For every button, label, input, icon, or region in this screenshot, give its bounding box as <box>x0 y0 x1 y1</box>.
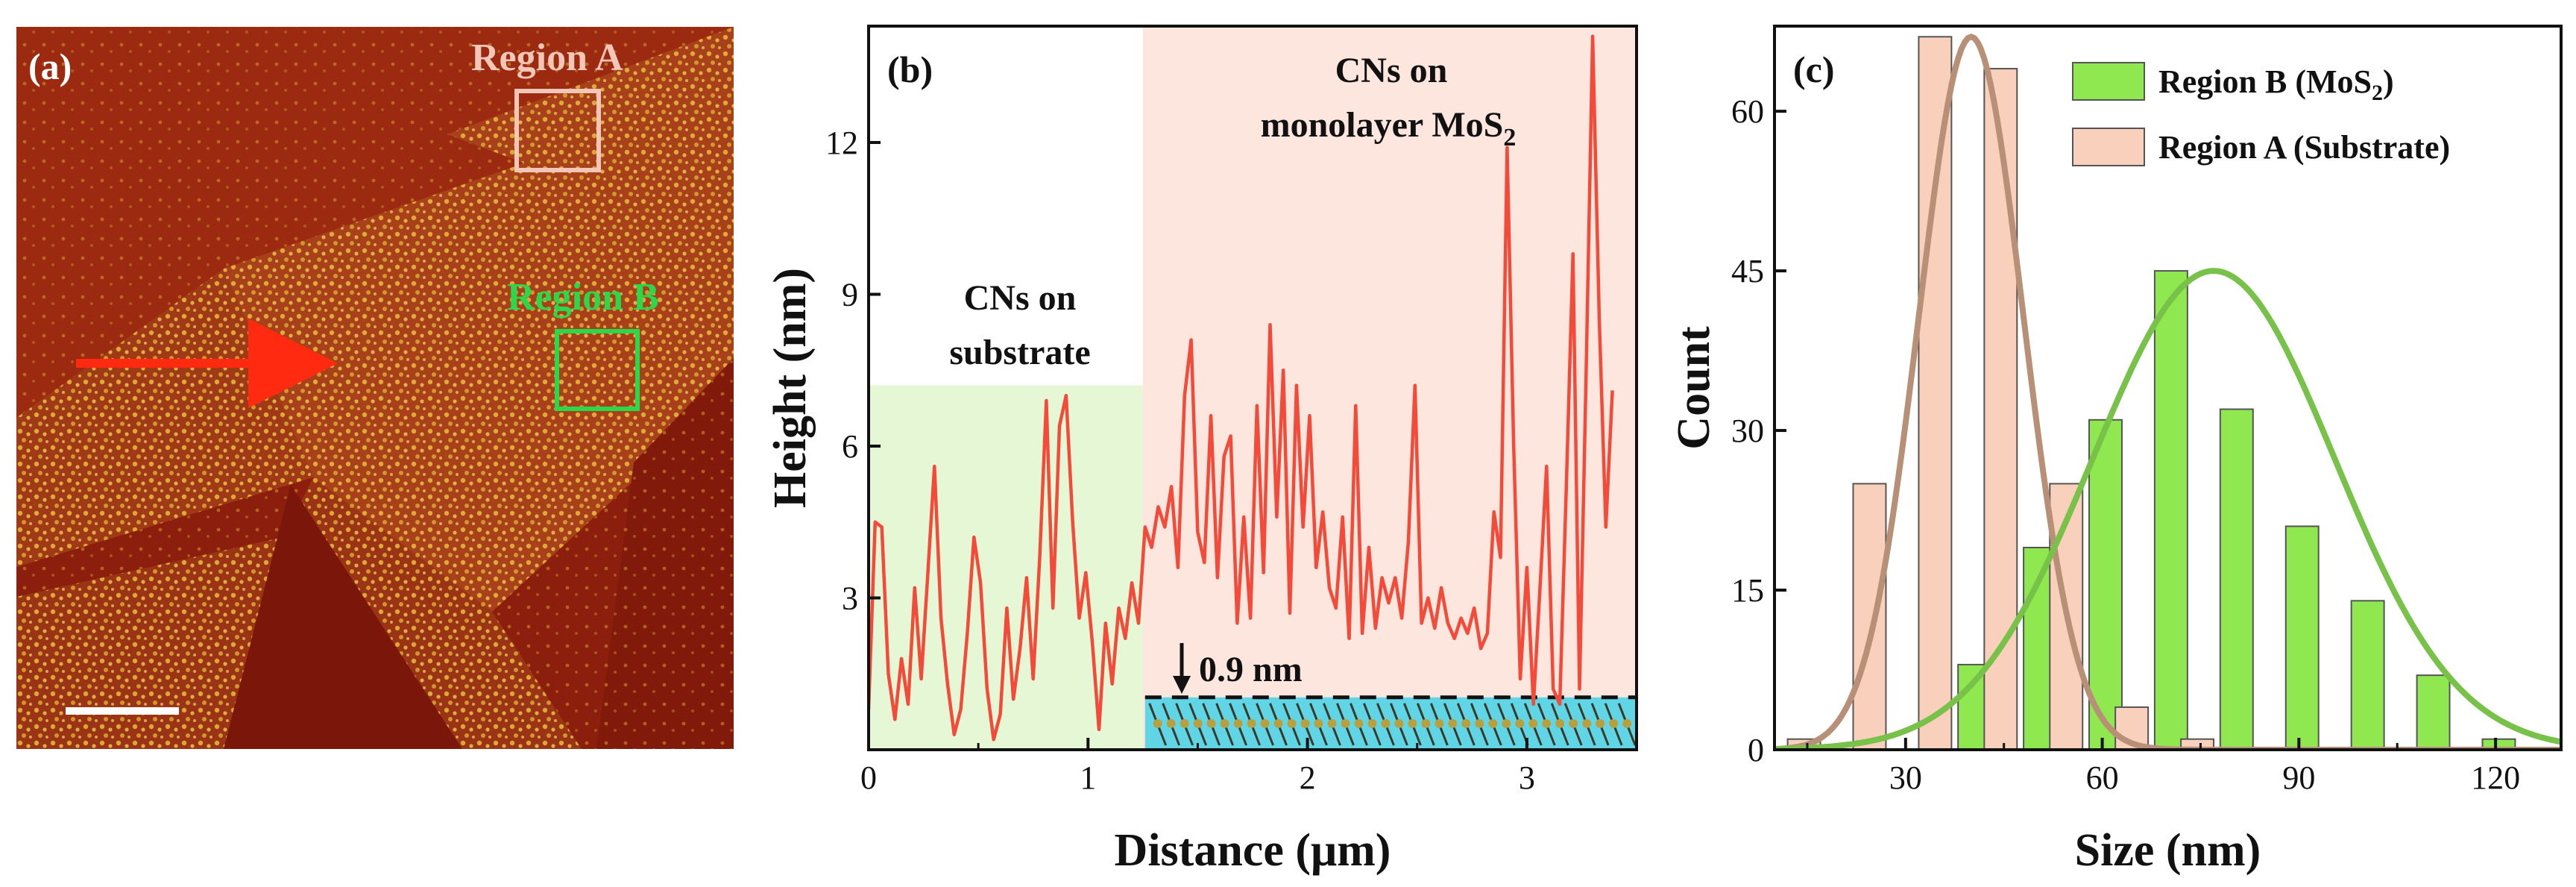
thickness-label: 0.9 nm <box>1199 650 1303 689</box>
height-profile-line <box>869 34 1614 742</box>
annotation-substrate-line1: CNs on <box>964 278 1077 318</box>
lattice-atom <box>1569 718 1578 728</box>
lattice-atom <box>1502 718 1511 728</box>
lattice-atom <box>1206 718 1216 728</box>
annotation-mos2-line2: monolayer MoS2 <box>1261 105 1517 151</box>
legend-label-region-a: Region A (Substrate) <box>2158 129 2450 166</box>
y-tick-label: 45 <box>1731 253 1764 289</box>
legend-swatch-region-b <box>2072 62 2145 101</box>
lattice-atom <box>1394 718 1404 728</box>
lattice-atom <box>1233 718 1243 728</box>
region-b-fit-curve <box>1774 268 2561 750</box>
panel-c-xlabel: Size (nm) <box>2075 825 2261 876</box>
lattice-atom <box>1596 718 1605 728</box>
legend: Region B (MoS2) Region A (Substrate) <box>2072 62 2450 166</box>
lattice-atom <box>1287 718 1297 728</box>
x-tick-label: 3 <box>1519 759 1535 796</box>
lattice-atom <box>1582 718 1592 728</box>
region-a-bar <box>1852 483 1887 750</box>
lattice-atom <box>1421 718 1431 728</box>
x-tick-label: 90 <box>2282 759 2315 796</box>
lattice-atom <box>1153 718 1162 728</box>
lattice-atom <box>1435 718 1444 728</box>
lattice-atom <box>1622 718 1632 728</box>
y-tick-label: 30 <box>1731 413 1764 449</box>
mos2-lattice <box>1148 703 1637 746</box>
y-tick-label: 3 <box>842 580 858 617</box>
lattice-atom <box>1193 718 1203 728</box>
panel-c-ylabel: Count <box>1669 326 1719 450</box>
lattice-atom <box>1314 718 1323 728</box>
size-histogram-chart: 30 60 90 120 0 15 30 45 60 Region B (MoS2) Regio… <box>1669 25 2563 876</box>
lattice-atom <box>1475 718 1484 728</box>
region-a-bar <box>1918 36 1953 750</box>
x-tick-label: 60 <box>2086 759 2119 796</box>
legend-swatch-region-a <box>2072 128 2145 166</box>
panel-b-ylabel: Height (nm) <box>765 268 816 508</box>
lattice-atom <box>1341 718 1350 728</box>
annotation-mos2-line1: CNs on <box>1335 51 1448 90</box>
region-b-bar <box>2088 419 2123 750</box>
x-tick-label: 1 <box>1080 759 1096 796</box>
lattice-atom <box>1166 718 1176 728</box>
lattice-atom <box>1354 718 1364 728</box>
panel-b-frame <box>867 25 1638 751</box>
lattice-atom <box>1300 718 1310 728</box>
lattice-atom <box>1461 718 1471 728</box>
region-b-bar <box>2219 408 2254 750</box>
region-a-label: Region A <box>471 37 623 79</box>
lattice-atom <box>1488 718 1498 728</box>
afm-bare-triangle <box>224 485 462 749</box>
afm-image-panel: (a) Region A Region B <box>16 27 734 749</box>
annotation-substrate-line2: substrate <box>949 333 1090 372</box>
legend-label-region-b: Region B (MoS2) <box>2158 63 2394 105</box>
panel-a-label: (a) <box>28 46 72 87</box>
lattice-atom <box>1555 718 1565 728</box>
region-b-bar <box>2416 674 2451 750</box>
x-tick-label: 0 <box>860 759 877 796</box>
panel-b-label: (b) <box>887 48 933 90</box>
panel-c-label: (c) <box>1793 48 1835 90</box>
lattice-atom <box>1408 718 1417 728</box>
x-tick-label: 30 <box>1889 759 1922 796</box>
region-a-bar <box>1983 68 2018 750</box>
region-a-box <box>514 89 601 172</box>
lattice-atom <box>1327 718 1337 728</box>
lattice-atom <box>1247 718 1256 728</box>
lattice-atom <box>1273 718 1283 728</box>
mos2-shade <box>1142 26 1637 750</box>
region-b-bar <box>2284 525 2320 750</box>
panel-b-xlabel: Distance (μm) <box>1115 825 1391 876</box>
lattice-atom <box>1542 718 1552 728</box>
thickness-arrow-head <box>1173 676 1191 694</box>
y-tick-label: 6 <box>842 428 858 465</box>
region-b-box <box>555 329 640 411</box>
lattice-atom <box>1381 718 1391 728</box>
lattice-atom <box>1220 718 1229 728</box>
x-tick-label: 120 <box>2471 759 2520 796</box>
x-tick-label: 2 <box>1300 759 1316 796</box>
region-b-bar <box>2350 600 2385 751</box>
y-tick-label: 12 <box>825 125 858 161</box>
y-tick-label: 9 <box>842 277 858 313</box>
lattice-atom <box>1180 718 1189 728</box>
y-tick-label: 0 <box>1748 732 1764 768</box>
region-b-bar <box>2153 270 2188 750</box>
scale-bar <box>66 707 179 715</box>
lattice-atom <box>1367 718 1377 728</box>
lattice-atom <box>1609 718 1619 728</box>
lattice-atom <box>1260 718 1270 728</box>
panel-c-frame <box>1773 25 2563 751</box>
lattice-atom <box>1528 718 1538 728</box>
lattice-atom <box>1448 718 1458 728</box>
y-tick-label: 15 <box>1731 572 1764 609</box>
region-b-label: Region B <box>507 276 659 319</box>
y-tick-label: 60 <box>1731 93 1764 130</box>
lattice-atom <box>1515 718 1525 728</box>
